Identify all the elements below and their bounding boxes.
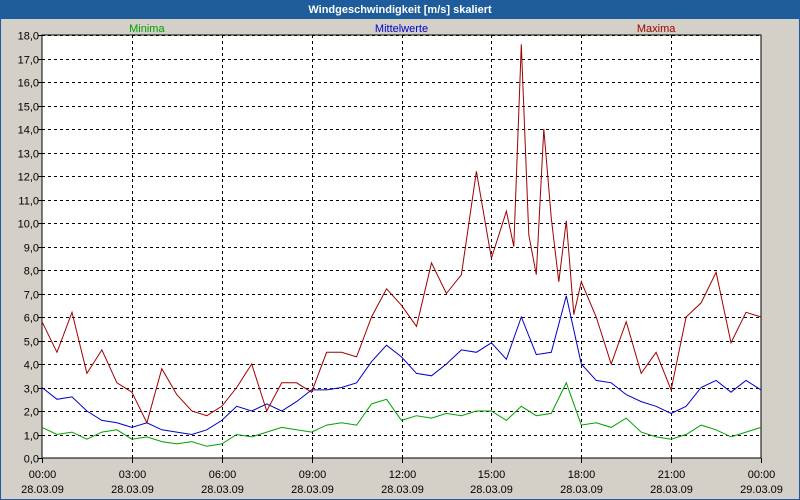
x-tick-time-label: 03:00 xyxy=(119,469,147,481)
x-tick-date-label: 28.03.09 xyxy=(470,484,513,496)
y-tick-label: 3,0 xyxy=(24,384,39,396)
x-tick-date-label: 28.03.09 xyxy=(560,484,603,496)
y-tick-label: 4,0 xyxy=(24,360,39,372)
x-tick-time-label: 15:00 xyxy=(478,469,506,481)
x-tick-date-label: 28.03.09 xyxy=(21,484,64,496)
x-tick-time-label: 21:00 xyxy=(658,469,686,481)
series-line-maxima xyxy=(41,44,762,425)
y-tick-label: 6,0 xyxy=(24,313,39,325)
window-title: Windgeschwindigkeit [m/s] skaliert xyxy=(1,1,799,19)
y-tick-label: 18,0 xyxy=(18,31,39,43)
x-tick-time-label: 09:00 xyxy=(299,469,327,481)
y-tick-label: 7,0 xyxy=(24,290,39,302)
y-tick-label: 2,0 xyxy=(24,407,39,419)
legend-label-minima: Minima xyxy=(129,23,165,35)
y-tick-label: 16,0 xyxy=(18,78,39,90)
x-tick-time-label: 00:00 xyxy=(29,469,57,481)
y-tick-label: 13,0 xyxy=(18,149,39,161)
y-tick-label: 8,0 xyxy=(24,266,39,278)
chart: 0,0 1,0 2,0 3,0 4,0 5,0 6,0 7,0 8,0 9,0 10,0 11,0 12… xyxy=(1,20,799,498)
x-tick-date-label: 28.03.09 xyxy=(291,484,334,496)
y-tick-label: 11,0 xyxy=(18,196,39,208)
legend-label-mittelwerte: Mittelwerte xyxy=(375,23,428,35)
x-tick-date-label: 28.03.09 xyxy=(111,484,154,496)
y-tick-label: 12,0 xyxy=(18,172,39,184)
x-tick-time-label: 00:00 xyxy=(748,469,776,481)
y-tick-label: 15,0 xyxy=(18,102,39,114)
y-tick-label: 0,0 xyxy=(24,454,39,466)
y-tick-label: 10,0 xyxy=(18,219,39,231)
x-tick-date-label: 28.03.09 xyxy=(201,484,244,496)
y-tick-label: 5,0 xyxy=(24,337,39,349)
plot-background xyxy=(41,34,762,459)
legend-label-maxima: Maxima xyxy=(637,23,676,35)
series-line-mittelwerte xyxy=(41,295,762,436)
x-tick-date-label: 28.03.09 xyxy=(650,484,693,496)
series-line-minima xyxy=(41,381,762,447)
x-tick-time-label: 18:00 xyxy=(568,469,596,481)
x-tick-date-label: 29.03.09 xyxy=(740,484,783,496)
y-tick-label: 17,0 xyxy=(18,55,39,67)
x-tick-date-label: 28.03.09 xyxy=(381,484,424,496)
x-tick-time-label: 12:00 xyxy=(389,469,417,481)
y-tick-label: 9,0 xyxy=(24,243,39,255)
x-tick-time-label: 06:00 xyxy=(209,469,237,481)
y-tick-label: 14,0 xyxy=(18,125,39,137)
y-tick-label: 1,0 xyxy=(24,431,39,443)
